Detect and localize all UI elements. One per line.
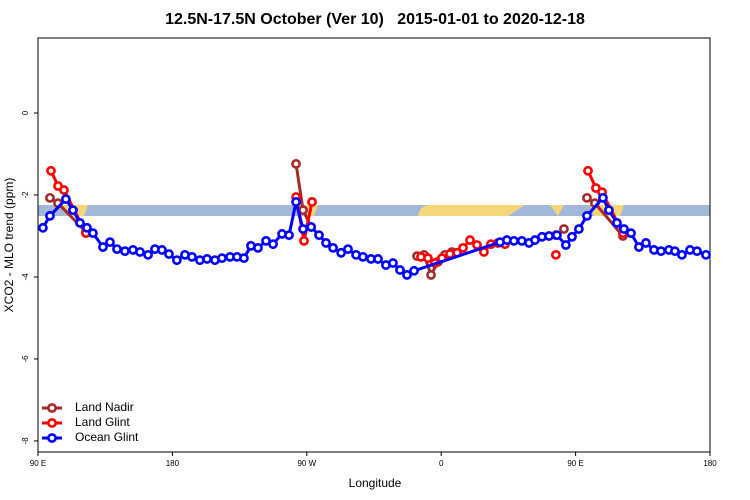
- data-point: [299, 236, 309, 246]
- y-tick-label: -8: [21, 437, 30, 445]
- data-point: [598, 192, 608, 203]
- data-point: [656, 246, 666, 257]
- y-axis-label: XCO2 - MLO trend (ppm): [2, 178, 16, 313]
- chart-title: 12.5N-17.5N October (Ver 10) 2015-01-01 …: [165, 11, 585, 28]
- data-point: [59, 185, 69, 195]
- data-point: [567, 231, 577, 242]
- data-point: [550, 249, 561, 260]
- ocean-strip: [38, 205, 710, 216]
- data-point: [61, 194, 71, 204]
- x-tick-label: 0: [439, 459, 444, 468]
- data-point: [328, 242, 338, 253]
- data-point: [306, 222, 317, 232]
- data-point: [202, 254, 212, 264]
- data-point: [641, 238, 651, 248]
- legend-label: Land Glint: [75, 415, 130, 429]
- data-point: [582, 210, 592, 221]
- legend-label: Ocean Glint: [75, 430, 139, 444]
- y-tick-label: -4: [21, 273, 30, 281]
- data-point: [612, 217, 622, 228]
- land-patch: [418, 205, 525, 216]
- data-point: [582, 192, 592, 203]
- data-point: [120, 246, 130, 257]
- data-point: [217, 253, 227, 264]
- y-tick-label: -6: [21, 355, 30, 363]
- data-point: [573, 224, 584, 234]
- data-point: [509, 236, 519, 246]
- data-point: [82, 222, 92, 233]
- y-tick-label: 0: [21, 110, 30, 115]
- data-point: [105, 237, 115, 248]
- data-point: [560, 240, 571, 250]
- data-point: [68, 205, 78, 216]
- data-point: [358, 251, 368, 262]
- data-point: [604, 205, 614, 216]
- data-point: [253, 242, 263, 253]
- data-point: [388, 258, 398, 268]
- data-point: [465, 235, 475, 245]
- data-point: [298, 224, 308, 234]
- data-point: [46, 165, 56, 176]
- x-tick-label: 90 E: [30, 459, 46, 468]
- data-point: [291, 197, 301, 207]
- x-tick-label: 180: [166, 459, 180, 468]
- data-point: [336, 247, 347, 258]
- data-point: [112, 244, 122, 254]
- data-point: [559, 224, 569, 234]
- data-point: [45, 210, 55, 221]
- data-point: [187, 251, 197, 262]
- land-patch: [550, 205, 564, 216]
- y-tick-label: -2: [21, 191, 30, 199]
- data-point: [426, 270, 436, 280]
- data-point: [45, 192, 55, 203]
- data-point: [239, 253, 249, 264]
- data-point: [458, 242, 468, 253]
- x-tick-label: 180: [703, 459, 717, 468]
- x-tick-label: 90 E: [567, 459, 583, 468]
- data-point: [164, 249, 174, 259]
- data-point: [321, 238, 331, 248]
- data-point: [157, 245, 167, 255]
- legend-swatch-marker: [47, 433, 57, 443]
- data-point: [634, 242, 644, 252]
- data-point: [583, 165, 593, 176]
- data-point: [284, 230, 294, 241]
- data-point: [373, 254, 383, 264]
- data-point: [143, 249, 153, 260]
- data-point: [135, 247, 145, 257]
- data-point: [98, 242, 108, 252]
- data-point: [409, 265, 419, 276]
- data-point: [314, 230, 324, 241]
- data-point: [343, 244, 353, 254]
- data-point: [171, 255, 182, 266]
- data-point: [307, 197, 317, 207]
- data-point: [626, 228, 636, 239]
- series-line: [49, 163, 625, 279]
- legend-swatch-marker: [47, 418, 57, 428]
- data-point: [88, 228, 98, 239]
- data-point: [619, 224, 629, 234]
- data-point: [552, 230, 562, 241]
- legend-swatch-marker: [47, 403, 57, 413]
- data-point: [692, 246, 702, 257]
- data-point: [670, 246, 680, 257]
- x-tick-label: 90 W: [297, 459, 316, 468]
- data-point: [395, 265, 405, 275]
- x-axis-label: Longitude: [349, 476, 402, 490]
- data-point: [677, 249, 687, 260]
- data-point: [75, 217, 85, 228]
- data-point: [38, 222, 48, 233]
- data-point: [268, 239, 278, 250]
- data-point: [291, 158, 301, 169]
- data-point: [544, 231, 554, 241]
- data-point: [298, 205, 308, 216]
- data-point: [701, 249, 711, 260]
- legend-label: Land Nadir: [75, 400, 134, 414]
- plot-frame: [37, 37, 711, 453]
- data-point: [423, 253, 433, 264]
- data-point: [402, 270, 412, 280]
